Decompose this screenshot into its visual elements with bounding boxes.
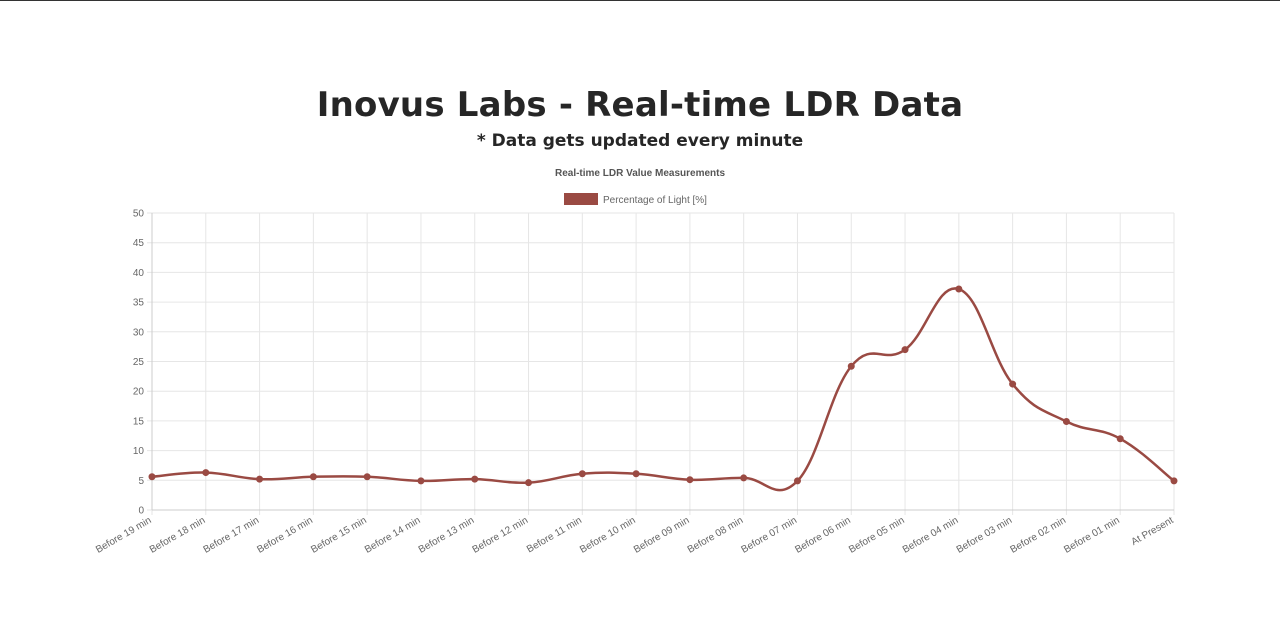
- data-point[interactable]: [256, 475, 264, 483]
- y-tick-label: 5: [138, 476, 144, 487]
- legend-label: Percentage of Light [%]: [603, 195, 707, 206]
- x-tick-label: Before 02 min: [1008, 515, 1067, 556]
- x-tick-label: Before 11 min: [525, 515, 584, 555]
- data-point[interactable]: [471, 475, 479, 483]
- data-point[interactable]: [1009, 380, 1017, 388]
- legend-swatch: [564, 193, 598, 205]
- y-tick-label: 25: [133, 357, 145, 368]
- chart-title: Real-time LDR Value Measurements: [555, 168, 725, 179]
- y-tick-label: 45: [133, 238, 145, 249]
- y-tick-label: 0: [138, 506, 144, 517]
- x-tick-label: Before 05 min: [847, 515, 906, 556]
- y-tick-label: 35: [133, 298, 145, 309]
- page-title: Inovus Labs - Real-time LDR Data: [316, 85, 964, 125]
- data-point[interactable]: [740, 474, 748, 482]
- series-layer: [148, 285, 1178, 492]
- data-point[interactable]: [1062, 417, 1070, 425]
- data-point[interactable]: [363, 473, 371, 481]
- y-tick-label: 40: [133, 268, 145, 279]
- x-tick-label: Before 10 min: [578, 515, 637, 556]
- data-point[interactable]: [632, 470, 640, 478]
- x-tick-label: Before 17 min: [202, 515, 261, 556]
- x-tick-label: Before 15 min: [309, 515, 368, 556]
- data-point[interactable]: [847, 362, 855, 370]
- data-point[interactable]: [955, 285, 963, 293]
- y-tick-label: 10: [133, 446, 145, 457]
- x-tick-label: Before 14 min: [363, 515, 422, 556]
- x-tick-label: Before 08 min: [686, 515, 745, 556]
- data-point[interactable]: [202, 469, 210, 477]
- y-tick-label: 15: [133, 416, 145, 427]
- x-tick-label: Before 06 min: [793, 515, 852, 556]
- x-tick-label: Before 16 min: [255, 515, 314, 556]
- data-point[interactable]: [793, 477, 801, 485]
- x-tick-label: Before 12 min: [471, 515, 530, 556]
- data-point[interactable]: [578, 470, 586, 478]
- data-point[interactable]: [417, 477, 425, 485]
- data-point[interactable]: [1170, 477, 1178, 485]
- data-point[interactable]: [309, 473, 317, 481]
- x-tick-label: Before 09 min: [632, 515, 691, 556]
- x-tick-label: Before 07 min: [740, 515, 799, 556]
- x-tick-label: Before 19 min: [94, 515, 153, 556]
- series-line-percentage-of-light: [151, 287, 1175, 492]
- y-tick-label: 50: [133, 209, 145, 220]
- x-tick-label: Before 03 min: [955, 515, 1014, 556]
- x-tick-label: Before 18 min: [148, 515, 207, 556]
- x-tick-label: At Present: [1130, 515, 1176, 548]
- x-tick-label: Before 04 min: [901, 515, 960, 556]
- data-point[interactable]: [525, 479, 533, 487]
- x-tick-label: Before 01 min: [1062, 515, 1121, 556]
- data-point[interactable]: [1116, 435, 1124, 443]
- data-point[interactable]: [686, 476, 694, 484]
- page-subtitle: * Data gets updated every minute: [476, 131, 804, 151]
- grid-lines: [147, 212, 1175, 515]
- y-tick-label: 30: [133, 327, 145, 338]
- chart-legend[interactable]: Percentage of Light [%]: [564, 193, 707, 206]
- data-point[interactable]: [901, 346, 909, 354]
- x-tick-label: Before 13 min: [417, 515, 476, 556]
- y-tick-label: 20: [133, 387, 145, 398]
- data-point[interactable]: [148, 473, 156, 481]
